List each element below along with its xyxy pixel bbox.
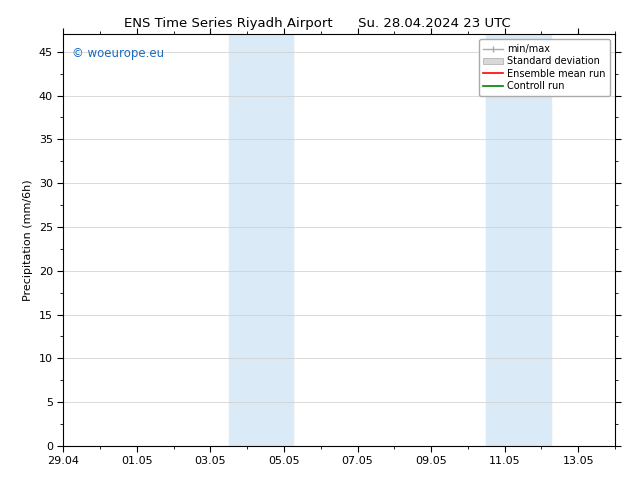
Text: ENS Time Series Riyadh Airport      Su. 28.04.2024 23 UTC: ENS Time Series Riyadh Airport Su. 28.04…: [124, 17, 510, 30]
Bar: [229, 34, 293, 446]
Text: © woeurope.eu: © woeurope.eu: [72, 47, 164, 60]
Bar: [486, 34, 550, 446]
Legend: min/max, Standard deviation, Ensemble mean run, Controll run: min/max, Standard deviation, Ensemble me…: [479, 39, 610, 96]
Y-axis label: Precipitation (mm/6h): Precipitation (mm/6h): [23, 179, 34, 301]
